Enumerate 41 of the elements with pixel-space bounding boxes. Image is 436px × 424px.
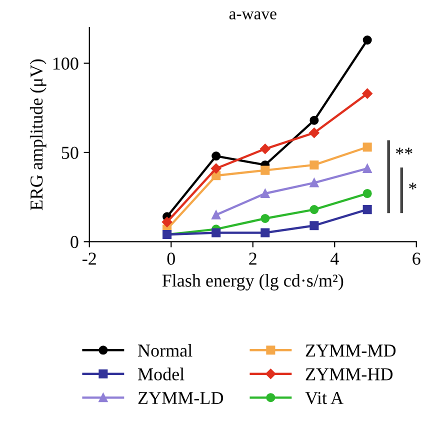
point: [212, 210, 221, 220]
x-tick-label: 2: [249, 252, 256, 265]
x-tick-label: 6: [412, 252, 420, 265]
legend-label: Normal: [138, 344, 192, 357]
point: [362, 88, 372, 99]
point: [212, 228, 221, 238]
y-tick-label: 0: [70, 236, 78, 248]
point: [310, 160, 319, 170]
point: [310, 116, 319, 125]
point: [362, 164, 372, 174]
point: [212, 152, 221, 161]
point: [260, 214, 270, 223]
x-tick-label: 4: [330, 252, 339, 265]
point: [260, 228, 270, 238]
point: [210, 163, 222, 174]
point: [362, 142, 372, 152]
chart-title: a-wave: [229, 11, 276, 20]
point: [310, 205, 319, 214]
legend-label: ZYMM-HD: [306, 368, 393, 380]
y-tick-label: 100: [53, 58, 78, 70]
x-tick-label: -2: [82, 252, 96, 265]
legend-label: Model: [138, 368, 184, 380]
y-axis-title: ERG amplitude (μV): [30, 59, 46, 210]
x-axis-title: Flash energy (lg cd·s/m²): [162, 274, 344, 290]
point: [310, 221, 319, 230]
legend-label: ZYMM-MD: [306, 344, 396, 357]
point: [362, 188, 372, 198]
point: [309, 128, 320, 138]
point: [362, 205, 372, 214]
annotation: **: [396, 148, 412, 154]
point: [362, 36, 372, 45]
point: [260, 166, 270, 175]
x-tick-label: 0: [167, 252, 175, 265]
legend-label: Vit A: [305, 392, 344, 404]
point: [162, 216, 172, 228]
point: [260, 144, 270, 154]
y-tick-label: 50: [62, 146, 78, 159]
legend-label: ZYMM-LD: [138, 392, 224, 404]
point: [310, 178, 319, 188]
annotation: *: [409, 182, 416, 190]
point: [260, 188, 270, 198]
